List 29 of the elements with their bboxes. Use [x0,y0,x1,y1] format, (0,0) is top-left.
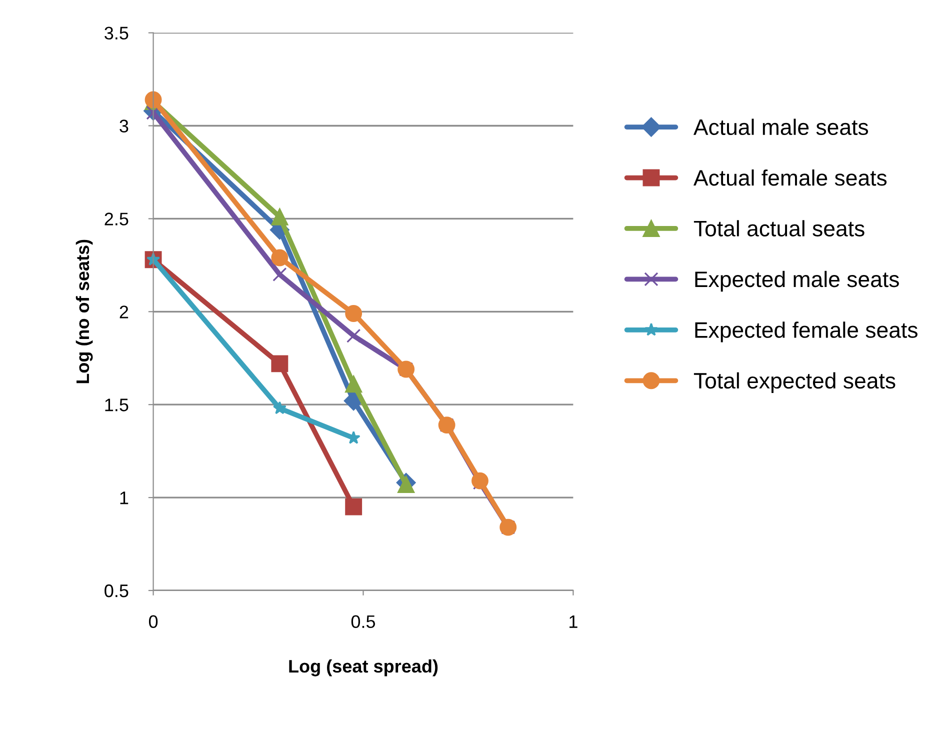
legend-label: Total actual seats [694,220,864,236]
point [472,472,488,490]
y-axis-title: Log (no of seats) [76,240,93,384]
legend-label: Actual male seats [693,118,868,136]
x-axis-title: Log (seat spread) [289,659,438,676]
point [271,208,288,226]
y-tick-label: 1.5 [105,398,128,412]
legend-label: Expected female seats [695,322,918,342]
point [345,305,362,322]
x-tick-label: 0 [148,615,158,628]
point [271,355,288,372]
point [272,401,286,414]
point [271,249,288,266]
y-tick-label: 2 [120,306,128,318]
legend-label: Actual female seats [693,169,887,186]
x-tick-label: 0.5 [351,615,376,628]
point [346,328,361,343]
y-tick-label: 3 [120,120,128,132]
y-tick-label: 2.5 [104,212,128,226]
x-tick-label: 1 [570,615,578,628]
point [345,376,362,393]
y-tick-label: 0.5 [104,584,128,598]
legend-label: Expected male seats [695,270,899,292]
y-tick-label: 1 [120,492,128,504]
point [398,476,415,494]
legend-label: Total expected seats [694,372,896,394]
point [345,498,362,516]
point [272,267,287,282]
y-tick-label: 3.5 [104,26,128,40]
